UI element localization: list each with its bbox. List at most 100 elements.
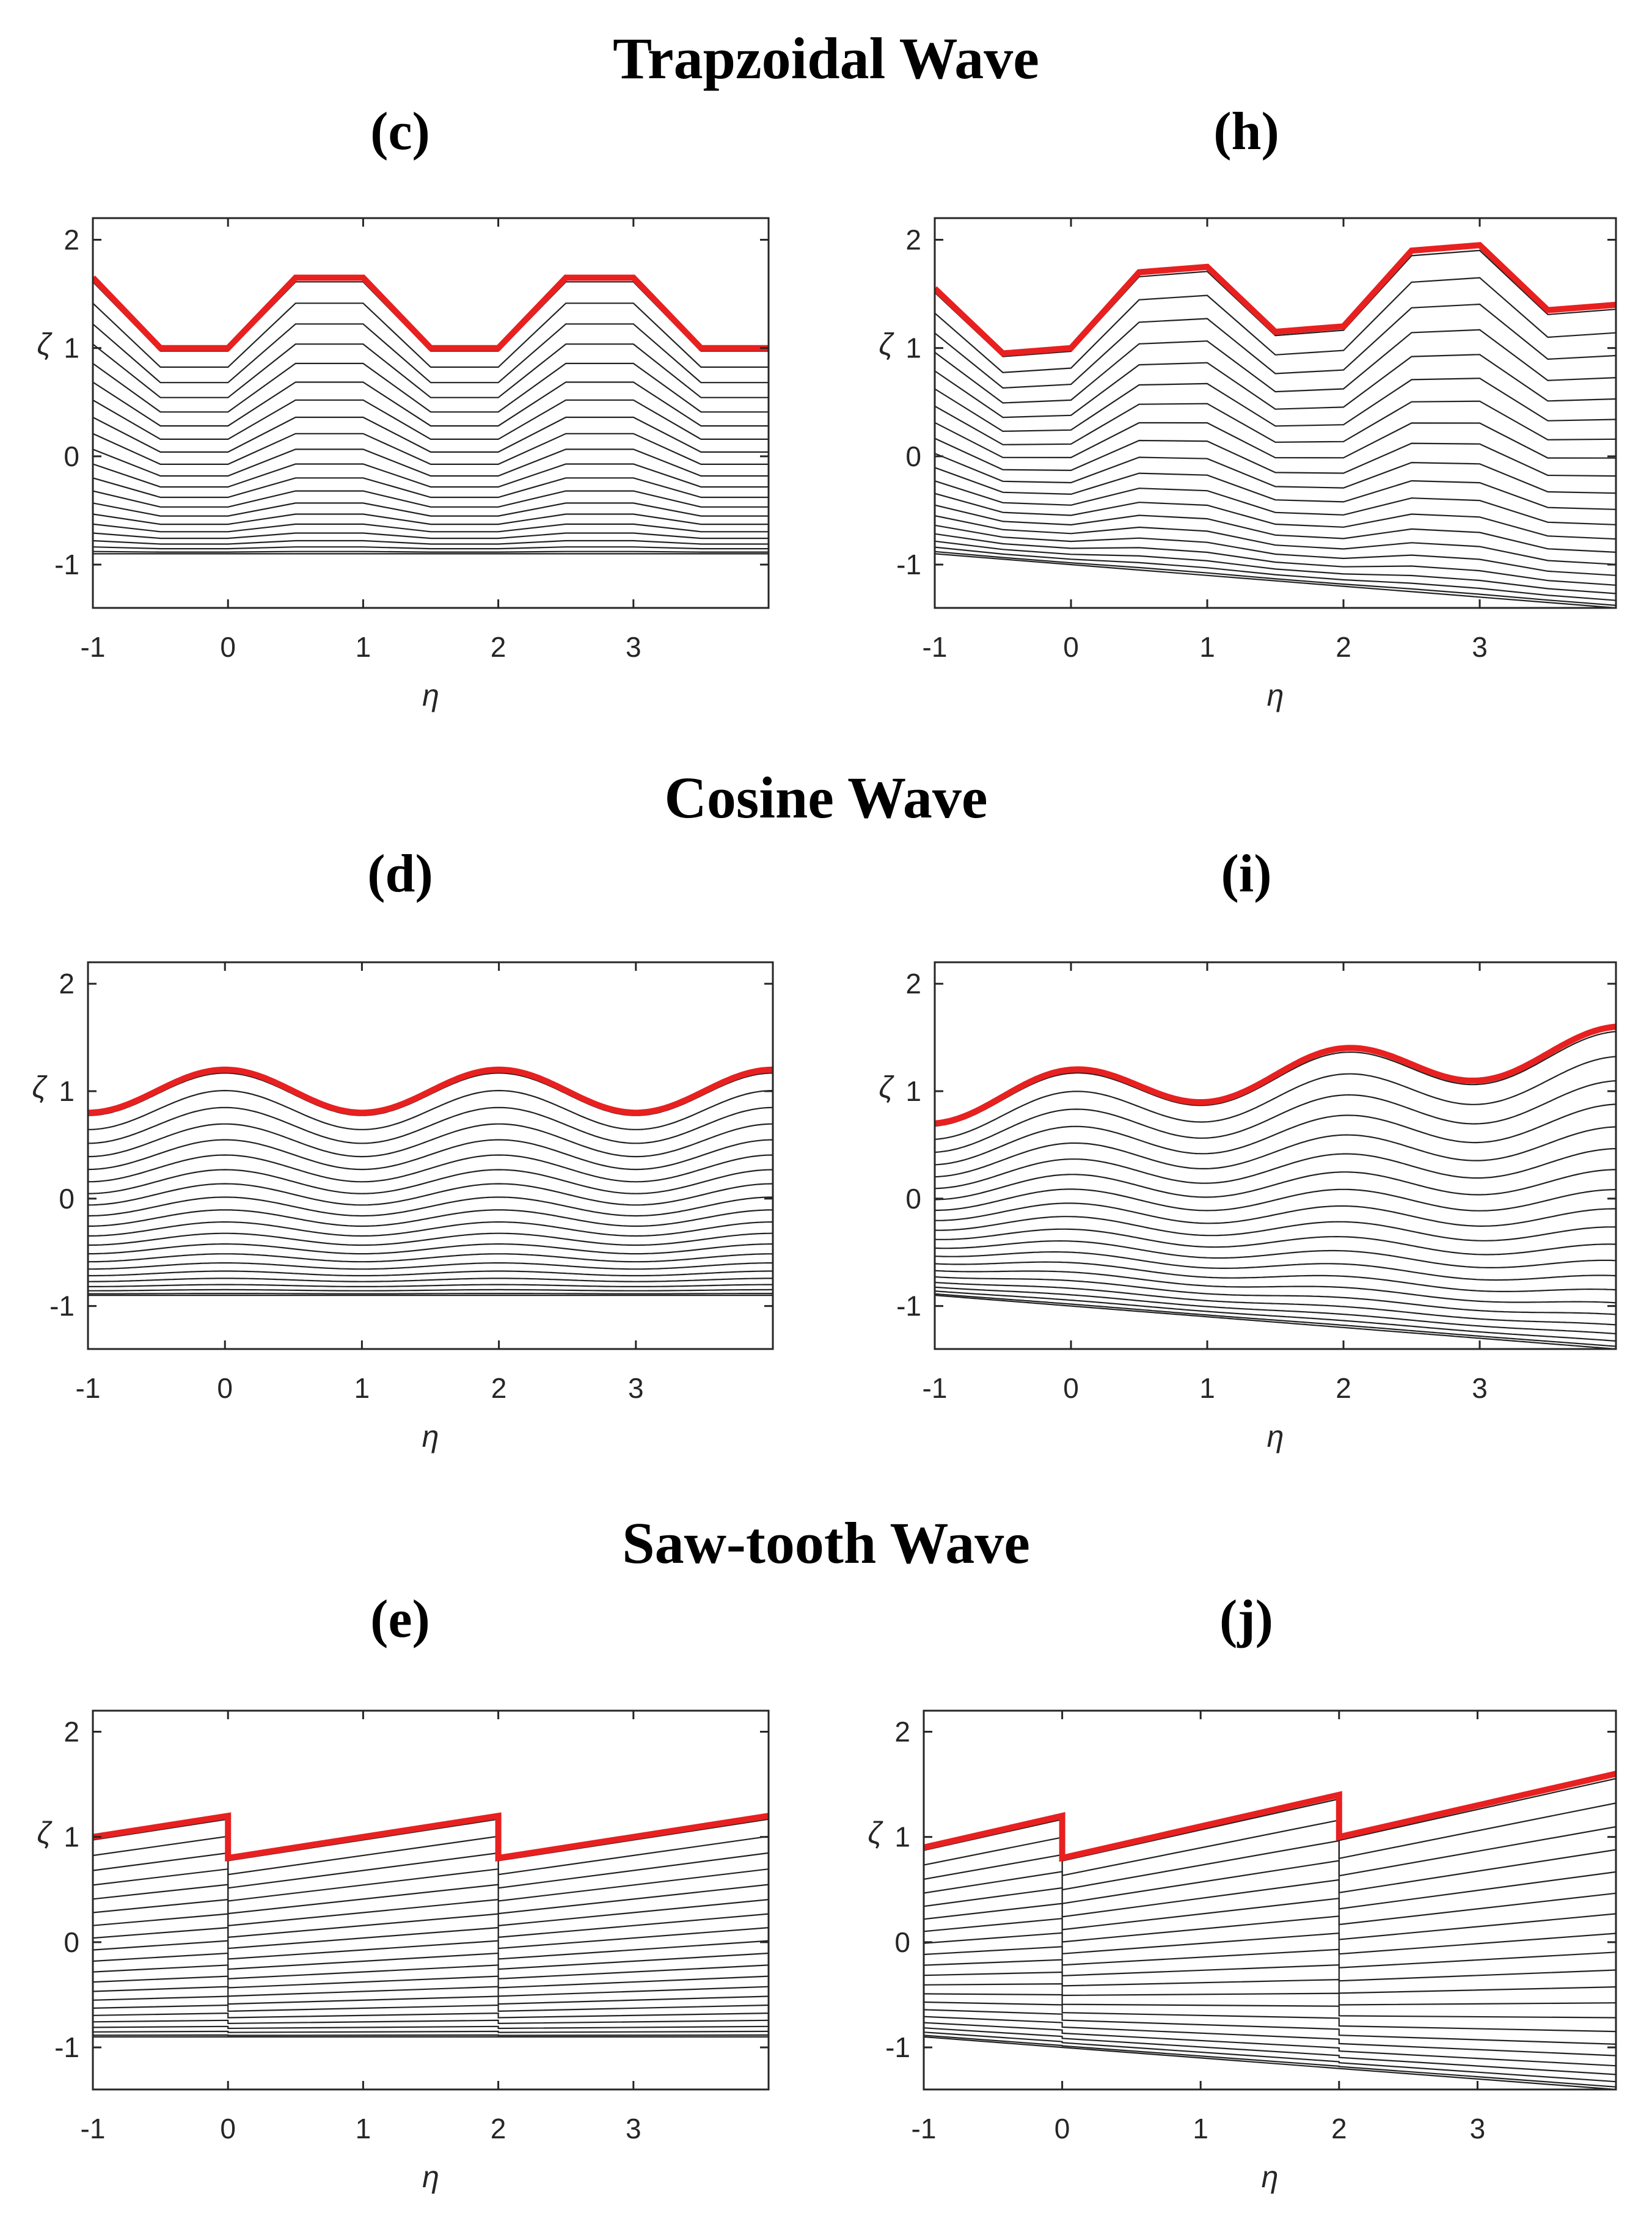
ytick-label-e-2: 1 xyxy=(64,1821,79,1853)
yaxis-label-c: ζ xyxy=(37,327,53,361)
xtick-label-c-3: 2 xyxy=(491,631,506,663)
xtick-label-j-2: 1 xyxy=(1193,2113,1208,2144)
ytick-label-e-1: 0 xyxy=(64,1926,79,1958)
xtick-label-i-1: 0 xyxy=(1063,1372,1079,1404)
ytick-label-c-2: 1 xyxy=(64,332,79,364)
streamline-h-14 xyxy=(935,400,1616,445)
xtick-label-d-2: 1 xyxy=(354,1372,370,1404)
ytick-label-h-3: 2 xyxy=(905,224,921,255)
streamline-i-4 xyxy=(935,1281,1616,1326)
streamline-d-1 xyxy=(88,1293,773,1295)
streamlines-h xyxy=(935,249,1616,608)
streamline-c-19 xyxy=(93,302,769,368)
streamline-i-2 xyxy=(935,1290,1616,1342)
streamline-j-9 xyxy=(924,1983,1616,2006)
xtick-label-d-1: 0 xyxy=(217,1372,233,1404)
yaxis-label-d: ζ xyxy=(32,1070,48,1105)
streamline-i-17 xyxy=(935,1103,1616,1166)
streamline-c-15 xyxy=(93,381,769,427)
streamline-e-8 xyxy=(93,1986,769,1997)
streamline-d-16 xyxy=(88,1139,773,1171)
streamline-d-3 xyxy=(88,1284,773,1287)
yaxis-label-h: ζ xyxy=(879,327,894,361)
ytick-label-i-3: 2 xyxy=(905,968,921,1000)
xtick-label-j-4: 3 xyxy=(1470,2113,1486,2144)
streamline-c-4 xyxy=(93,532,769,539)
streamline-h-11 xyxy=(935,453,1616,494)
streamline-h-0 xyxy=(935,553,1616,608)
streamline-h-4 xyxy=(935,533,1616,586)
ytick-label-d-3: 2 xyxy=(59,968,75,1000)
streamline-e-17 xyxy=(93,1868,769,1902)
streamline-j-16 xyxy=(924,1871,1616,1918)
ytick-label-h-2: 1 xyxy=(905,332,921,364)
streamline-i-8 xyxy=(935,1251,1616,1281)
xtick-label-i-2: 1 xyxy=(1199,1372,1215,1404)
plot-c: -1 0 1 2 3 -1 0 1 2 η ζ xyxy=(37,217,770,712)
panel-label-i: (i) xyxy=(1221,844,1272,904)
xtick-label-c-2: 1 xyxy=(356,631,371,663)
streamline-c-16 xyxy=(93,362,769,413)
streamline-d-11 xyxy=(88,1209,773,1227)
streamline-i-10 xyxy=(935,1228,1616,1256)
streamline-j-5 xyxy=(924,2016,1616,2056)
boundary-line-d xyxy=(88,1066,773,1116)
ytick-label-d-0: -1 xyxy=(49,1290,75,1322)
streamline-h-3 xyxy=(935,540,1616,594)
panel-label-e: (e) xyxy=(370,1590,430,1649)
xaxis-label-e: η xyxy=(422,2160,439,2194)
streamline-d-2 xyxy=(88,1289,773,1292)
title-sawtooth: Saw-tooth Wave xyxy=(622,1510,1030,1576)
streamline-h-9 xyxy=(935,480,1616,525)
xaxis-label-c: η xyxy=(422,678,439,712)
ytick-label-h-1: 0 xyxy=(905,441,921,472)
streamline-j-1 xyxy=(924,2034,1616,2088)
streamline-h-15 xyxy=(935,378,1616,433)
streamline-j-8 xyxy=(924,1993,1616,2019)
streamline-e-4 xyxy=(93,2019,769,2025)
ytick-label-c-3: 2 xyxy=(64,224,79,255)
title-cosine: Cosine Wave xyxy=(664,765,988,830)
ytick-label-i-0: -1 xyxy=(896,1290,921,1322)
streamline-d-17 xyxy=(88,1123,773,1158)
streamline-e-13 xyxy=(93,1926,769,1950)
streamline-h-10 xyxy=(935,467,1616,510)
ytick-label-j-1: 0 xyxy=(894,1926,910,1958)
streamline-e-9 xyxy=(93,1975,769,1989)
streamline-j-11 xyxy=(924,1959,1616,1982)
streamline-h-16 xyxy=(935,354,1616,419)
streamline-i-12 xyxy=(935,1202,1616,1227)
streamline-c-13 xyxy=(93,416,769,453)
ytick-label-h-0: -1 xyxy=(896,549,921,580)
streamline-d-15 xyxy=(88,1154,773,1183)
streamline-j-2 xyxy=(924,2031,1616,2083)
streamline-d-7 xyxy=(88,1253,773,1263)
streamline-i-9 xyxy=(935,1240,1616,1268)
streamline-j-12 xyxy=(924,1946,1616,1969)
panel-label-j: (j) xyxy=(1219,1590,1273,1649)
streamline-e-5 xyxy=(93,2012,769,2019)
streamline-i-1 xyxy=(935,1293,1616,1347)
streamline-h-12 xyxy=(935,437,1616,477)
streamline-i-7 xyxy=(935,1261,1616,1292)
streamline-d-5 xyxy=(88,1270,773,1277)
boundary-line-c xyxy=(93,274,769,351)
ytick-label-c-1: 0 xyxy=(64,441,79,472)
streamline-e-12 xyxy=(93,1940,769,1960)
streamlines-i xyxy=(935,1031,1616,1349)
streamline-c-12 xyxy=(93,433,769,466)
streamline-j-14 xyxy=(924,1913,1616,1943)
streamline-e-19 xyxy=(93,1835,769,1876)
boundary-line-j xyxy=(924,1771,1616,1862)
plot-d: -1 0 1 2 3 -1 0 1 2 η ζ xyxy=(32,961,774,1453)
xtick-label-c-0: -1 xyxy=(81,631,106,663)
streamline-e-16 xyxy=(93,1884,769,1915)
axes-frame-d xyxy=(87,961,774,1350)
streamline-h-7 xyxy=(935,504,1616,553)
streamline-j-15 xyxy=(924,1892,1616,1931)
streamline-d-10 xyxy=(88,1221,773,1237)
streamline-i-0 xyxy=(935,1295,1616,1349)
streamline-j-7 xyxy=(924,2001,1616,2033)
streamline-h-19 xyxy=(935,277,1616,373)
plot-e: -1 0 1 2 3 -1 0 1 2 η ζ xyxy=(37,1709,770,2194)
